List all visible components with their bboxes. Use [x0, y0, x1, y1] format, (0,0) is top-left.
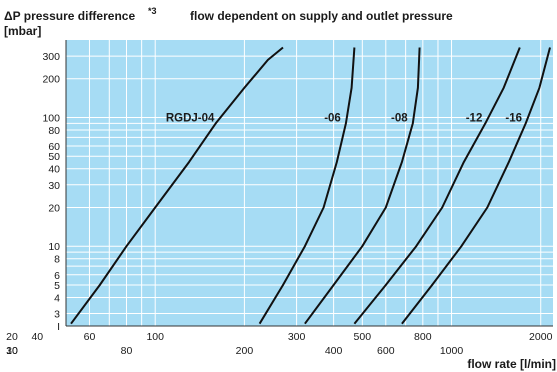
- y-tick-label: 40: [48, 164, 60, 176]
- x-tick-label: 300: [288, 331, 306, 343]
- y-tick-label: I: [57, 321, 60, 333]
- y-tick-label: 200: [42, 74, 60, 86]
- series-line-5: [401, 47, 551, 325]
- y-tick-label: 300: [42, 51, 60, 63]
- x-tick-label: 100: [146, 331, 164, 343]
- y-tick-label: 5: [54, 280, 60, 292]
- x-tick-label: 1000: [440, 345, 464, 357]
- series-label-5: -16: [505, 112, 522, 124]
- x-tick-label: 30: [6, 345, 18, 357]
- y-axis-label: ΔP pressure difference: [4, 9, 135, 23]
- x-tick-label: 800: [414, 331, 432, 343]
- series-label-3: -08: [391, 112, 408, 124]
- y-axis-unit: [mbar]: [4, 24, 41, 38]
- series-label-2: -06: [324, 112, 341, 124]
- series-lines: RGDJ-04 -06 -08 -12 -16: [70, 46, 551, 325]
- y-axis-footnote-marker: *3: [148, 6, 157, 16]
- x-tick-label: 10: [6, 345, 18, 357]
- y-tick-label: 50: [48, 151, 60, 163]
- y-tick-label: 20: [48, 202, 60, 214]
- y-tick-label: 6: [54, 270, 60, 282]
- x-tick-label: 500: [354, 331, 372, 343]
- y-tick-label: 3: [54, 309, 60, 321]
- series-label-1: RGDJ-04: [166, 112, 215, 124]
- series-label-4: -12: [466, 112, 483, 124]
- x-tick-label: 20: [6, 331, 18, 343]
- y-tick-label: 100: [42, 112, 60, 124]
- x-axis-label: flow rate [l/min]: [467, 357, 556, 371]
- series-line-1: [70, 46, 284, 325]
- series-line-3: [304, 47, 421, 325]
- y-tick-label: 60: [48, 141, 60, 153]
- y-tick-label: 10: [48, 241, 60, 253]
- x-tick-label: 200: [236, 345, 254, 357]
- x-tick-label: 40: [31, 331, 43, 343]
- x-tick-label: 2000: [529, 331, 553, 343]
- y-tick-label: 8: [54, 254, 60, 266]
- x-tick-label: 400: [325, 345, 343, 357]
- x-tick-label: 60: [84, 331, 96, 343]
- plot-background: [66, 40, 553, 326]
- series-line-2: [258, 47, 356, 325]
- chart-title: flow dependent on supply and outlet pres…: [190, 9, 453, 23]
- x-tick-label: 600: [377, 345, 395, 357]
- y-tick-label: 30: [48, 180, 60, 192]
- y-tick-label: 80: [48, 125, 60, 137]
- y-tick-label: 4: [54, 292, 60, 304]
- x-tick-label: 80: [121, 345, 133, 357]
- series-line-4: [353, 47, 521, 325]
